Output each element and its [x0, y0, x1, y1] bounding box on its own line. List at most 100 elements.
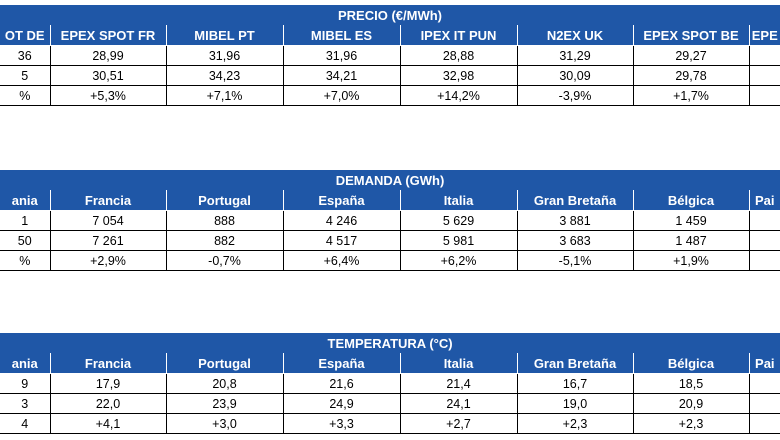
column-header: España	[282, 189, 401, 211]
cell: 5 981	[399, 230, 518, 251]
title-row: PRECIO (€/MWh)	[0, 5, 780, 25]
cell: 1 459	[632, 210, 750, 231]
cell: +5,3%	[49, 85, 167, 106]
column-header: ania	[0, 352, 51, 374]
column-header: OT DE	[0, 24, 51, 46]
column-header: Pai	[748, 189, 780, 211]
cell: +2,9%	[49, 250, 167, 271]
table-title: DEMANDA (GWh)	[0, 170, 780, 190]
cell	[748, 230, 780, 251]
cell: +6,4%	[282, 250, 401, 271]
column-header: N2EX UK	[516, 24, 634, 46]
column-header: IPEX IT PUN	[399, 24, 518, 46]
cell: +3,0	[165, 413, 284, 434]
data-row: 5 30,51 34,23 34,21 32,98 30,09 29,78	[0, 65, 780, 86]
cell: +7,0%	[282, 85, 401, 106]
column-header: MIBEL ES	[282, 24, 401, 46]
table-title: TEMPERATURA (°C)	[0, 333, 780, 353]
cell: 4 517	[282, 230, 401, 251]
cell: -0,7%	[165, 250, 284, 271]
cell: 4	[0, 413, 51, 434]
cell: 22,0	[49, 393, 167, 414]
cell: 9	[0, 373, 51, 394]
cell: +2,7	[399, 413, 518, 434]
cell: 7 054	[49, 210, 167, 231]
cell: 882	[165, 230, 284, 251]
cell: 3 683	[516, 230, 634, 251]
column-header: Bélgica	[632, 189, 750, 211]
cell: 1 487	[632, 230, 750, 251]
cell: 3 881	[516, 210, 634, 231]
cell: 30,09	[516, 65, 634, 86]
cell: 29,27	[632, 45, 750, 66]
cell: 34,21	[282, 65, 401, 86]
cell: 50	[0, 230, 51, 251]
cell: 31,29	[516, 45, 634, 66]
data-row: % +5,3% +7,1% +7,0% +14,2% -3,9% +1,7%	[0, 85, 780, 106]
cell: 24,1	[399, 393, 518, 414]
cell: 24,9	[282, 393, 401, 414]
column-header: Gran Bretaña	[516, 189, 634, 211]
cell: 20,8	[165, 373, 284, 394]
cell: 17,9	[49, 373, 167, 394]
title-row: TEMPERATURA (°C)	[0, 333, 780, 353]
cell: +7,1%	[165, 85, 284, 106]
cell: 18,5	[632, 373, 750, 394]
column-header: Francia	[49, 189, 167, 211]
cell: 16,7	[516, 373, 634, 394]
cell: 30,51	[49, 65, 167, 86]
cell	[748, 45, 780, 66]
column-header: Italia	[399, 189, 518, 211]
data-row: 3 22,0 23,9 24,9 24,1 19,0 20,9	[0, 393, 780, 414]
cell: 29,78	[632, 65, 750, 86]
table-title: PRECIO (€/MWh)	[0, 5, 780, 25]
cell: 36	[0, 45, 51, 66]
column-header: MIBEL PT	[165, 24, 284, 46]
data-row: 50 7 261 882 4 517 5 981 3 683 1 487	[0, 230, 780, 251]
cell: +1,7%	[632, 85, 750, 106]
data-row: 9 17,9 20,8 21,6 21,4 16,7 18,5	[0, 373, 780, 394]
data-table: DEMANDA (GWh) ania Francia Portugal España It…	[0, 170, 780, 271]
cell: 5	[0, 65, 51, 86]
header-row: ania Francia Portugal España Italia Gran Bret…	[0, 189, 780, 211]
column-header: Pai	[748, 352, 780, 374]
cell: +6,2%	[399, 250, 518, 271]
cell: +2,3	[516, 413, 634, 434]
data-row: 4 +4,1 +3,0 +3,3 +2,7 +2,3 +2,3	[0, 413, 780, 434]
cell: 888	[165, 210, 284, 231]
cell: %	[0, 85, 51, 106]
column-header: Gran Bretaña	[516, 352, 634, 374]
cell: 21,6	[282, 373, 401, 394]
data-row: 36 28,99 31,96 31,96 28,88 31,29 29,27	[0, 45, 780, 66]
cell: -3,9%	[516, 85, 634, 106]
cell: 23,9	[165, 393, 284, 414]
header-row: OT DE EPEX SPOT FR MIBEL PT MIBEL ES IPEX IT…	[0, 24, 780, 46]
cell: 28,99	[49, 45, 167, 66]
cell: %	[0, 250, 51, 271]
cell	[748, 413, 780, 434]
cell	[748, 65, 780, 86]
cell: 19,0	[516, 393, 634, 414]
cell: -5,1%	[516, 250, 634, 271]
cell: 4 246	[282, 210, 401, 231]
cell: +3,3	[282, 413, 401, 434]
cell: +1,9%	[632, 250, 750, 271]
column-header: EPEX SPOT BE	[632, 24, 750, 46]
column-header: Italia	[399, 352, 518, 374]
cell: +2,3	[632, 413, 750, 434]
cell	[748, 210, 780, 231]
cell: 31,96	[165, 45, 284, 66]
data-table: TEMPERATURA (°C) ania Francia Portugal Españ…	[0, 333, 780, 434]
column-header: EPEX SPOT FR	[49, 24, 167, 46]
cell	[748, 393, 780, 414]
column-header: Bélgica	[632, 352, 750, 374]
column-header: Francia	[49, 352, 167, 374]
cell: 21,4	[399, 373, 518, 394]
cell: 34,23	[165, 65, 284, 86]
cell: 31,96	[282, 45, 401, 66]
cell	[748, 85, 780, 106]
cell: 32,98	[399, 65, 518, 86]
data-table: PRECIO (€/MWh) OT DE EPEX SPOT FR MIBEL PT M…	[0, 5, 780, 106]
